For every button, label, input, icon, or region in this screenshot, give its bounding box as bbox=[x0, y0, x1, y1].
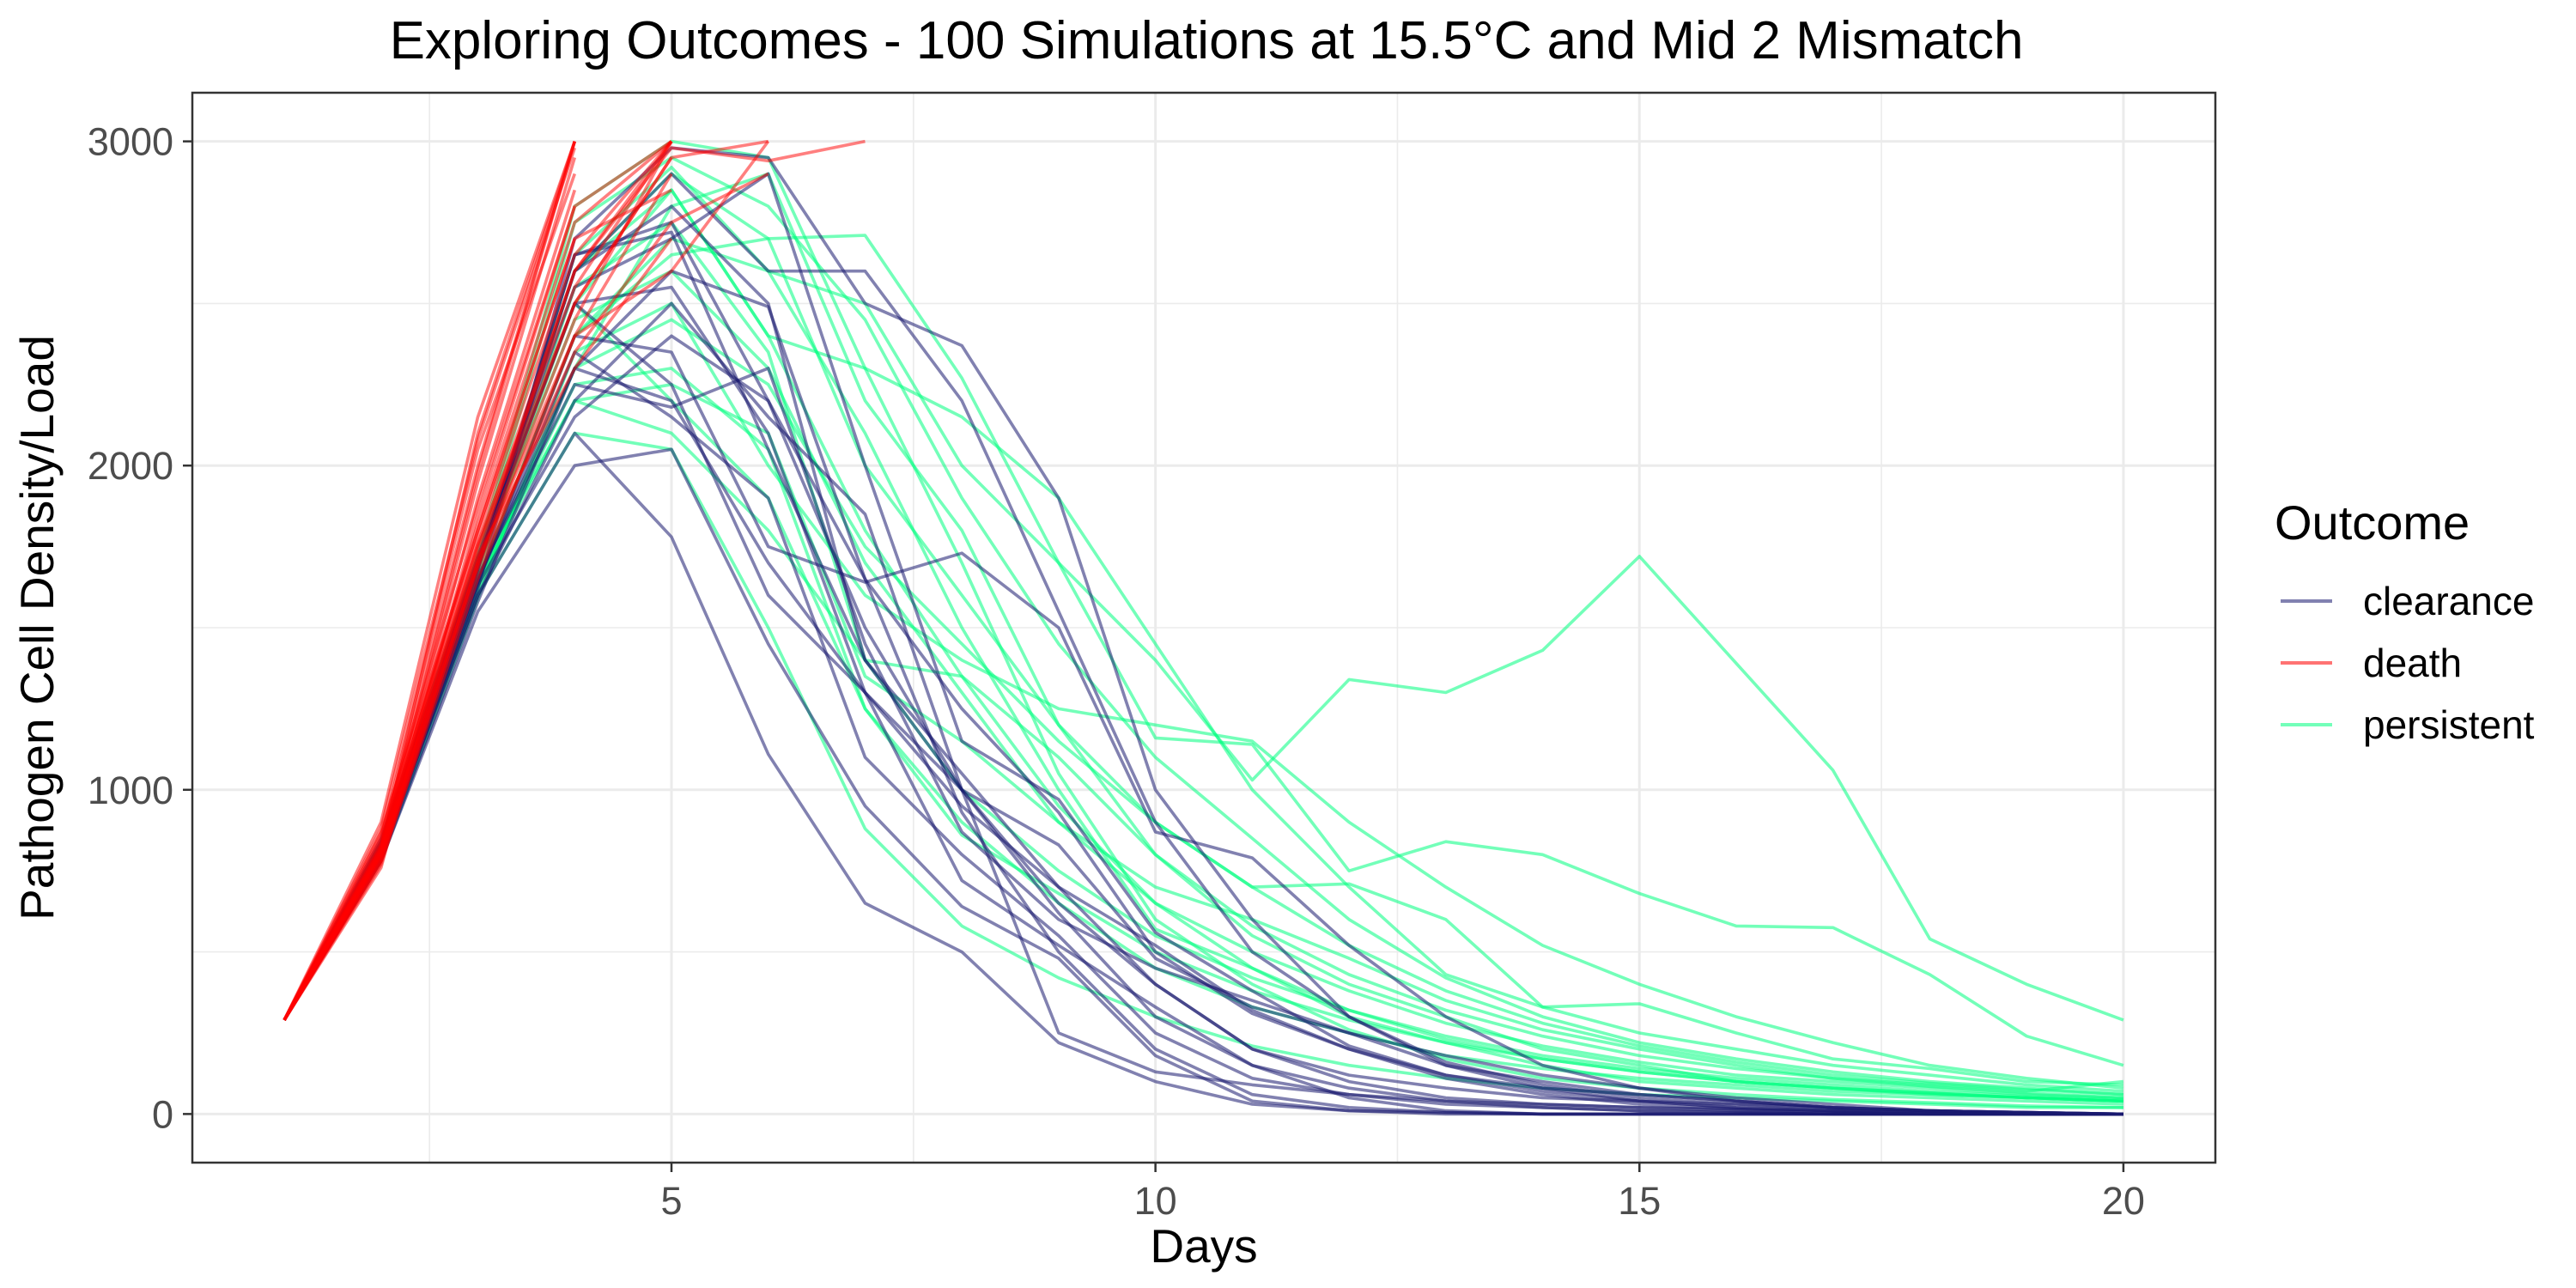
persistent-series-line bbox=[283, 188, 2124, 1093]
persistent-series-line bbox=[283, 382, 2123, 1100]
x-axis-title: Days bbox=[1150, 1219, 1257, 1273]
persistent-series-line bbox=[283, 166, 2123, 1106]
persistent-series-line bbox=[283, 431, 2123, 1109]
persistent-series-line bbox=[283, 301, 2124, 1090]
persistent-series-line bbox=[283, 188, 2123, 1103]
persistent-series-line bbox=[283, 367, 2123, 1103]
legend-title: Outcome bbox=[2275, 495, 2470, 550]
clearance-series-line bbox=[283, 350, 2123, 1116]
persistent-series-line bbox=[283, 155, 2124, 1097]
x-tick-label: 15 bbox=[1618, 1179, 1661, 1223]
y-tick-label: 1000 bbox=[88, 769, 173, 812]
death-series-line bbox=[283, 139, 866, 1021]
x-tick-label: 10 bbox=[1134, 1179, 1177, 1223]
x-tick-label: 5 bbox=[660, 1179, 682, 1223]
legend-label-clearance: clearance bbox=[2363, 579, 2534, 623]
y-tick-label: 0 bbox=[152, 1092, 173, 1136]
clearance-series-line bbox=[283, 172, 2123, 1116]
legend-label-persistent: persistent bbox=[2363, 702, 2535, 747]
x-tick-label: 20 bbox=[2102, 1179, 2145, 1223]
y-axis-title: Pathogen Cell Density/Load bbox=[10, 335, 64, 920]
series-lines bbox=[283, 139, 2124, 1116]
plot-panel-border bbox=[191, 91, 2217, 1164]
legend-label-death: death bbox=[2363, 641, 2462, 685]
y-tick-label: 2000 bbox=[88, 444, 173, 488]
legend: Outcome clearance death persistent bbox=[2275, 495, 2535, 747]
chart-title: Exploring Outcomes - 100 Simulations at … bbox=[390, 11, 2024, 70]
y-tick-label: 3000 bbox=[88, 120, 173, 164]
axes: 5 10 15 20 0 1000 2000 3000 bbox=[88, 120, 2145, 1223]
death-series-line bbox=[283, 172, 769, 1021]
death-series-line bbox=[283, 140, 673, 1021]
